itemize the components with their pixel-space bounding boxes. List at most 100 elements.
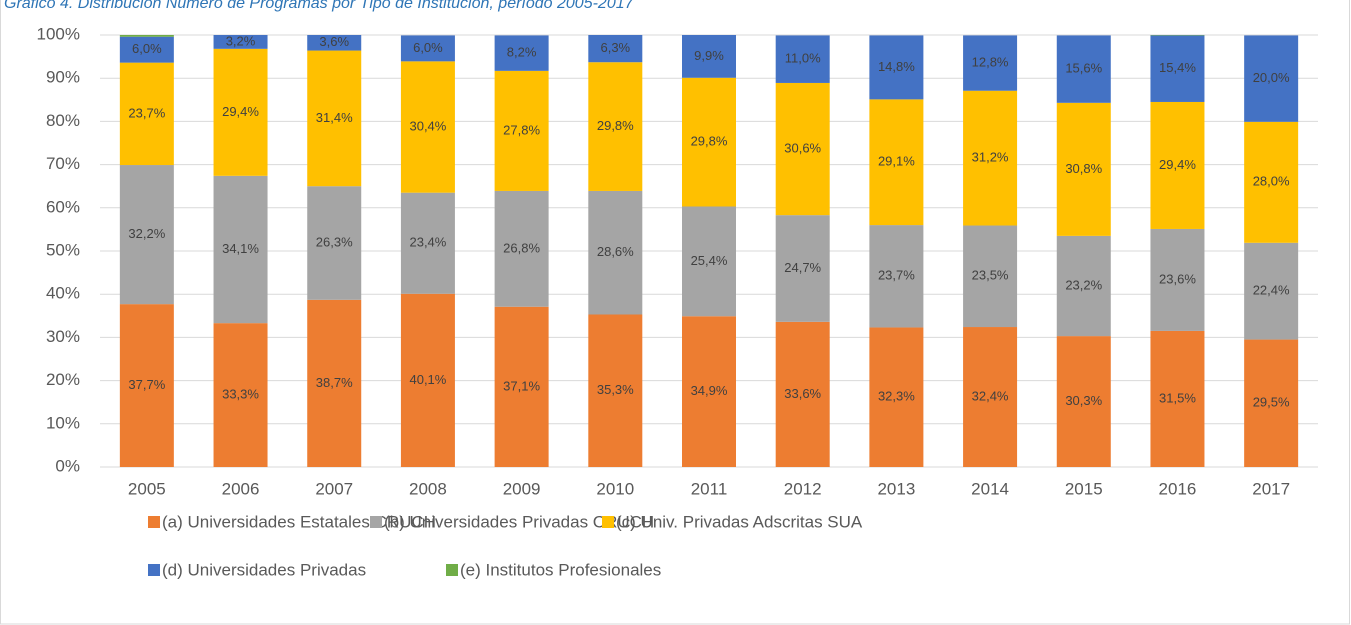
- bar-segment: [119, 35, 174, 37]
- data-label: 31,4%: [316, 110, 353, 125]
- bar-segment: [588, 314, 643, 467]
- data-label: 6,0%: [132, 41, 162, 56]
- y-tick-label: 0%: [55, 456, 80, 475]
- legend-swatch: [602, 516, 614, 528]
- data-label: 28,6%: [597, 244, 634, 259]
- bar-segment: [963, 327, 1018, 467]
- y-tick-label: 100%: [37, 24, 80, 43]
- bar-segment: [400, 61, 455, 193]
- x-tick-label: 2016: [1159, 479, 1197, 498]
- data-label: 30,6%: [784, 140, 821, 155]
- y-tick-label: 20%: [46, 370, 80, 389]
- y-tick-label: 80%: [46, 111, 80, 130]
- bar-segment: [1150, 330, 1205, 467]
- y-tick-label: 70%: [46, 154, 80, 173]
- bar-segment: [213, 323, 268, 467]
- data-label: 37,1%: [503, 378, 540, 393]
- bar-segment: [119, 165, 174, 305]
- data-label: 20,0%: [1253, 70, 1290, 85]
- bar-segment: [1150, 228, 1205, 331]
- bar-segment: [119, 62, 174, 166]
- x-tick-label: 2008: [409, 479, 447, 498]
- bar-segment: [1056, 235, 1111, 337]
- data-label: 29,8%: [597, 118, 634, 133]
- data-label: 27,8%: [503, 122, 540, 137]
- bar-segment: [307, 299, 362, 467]
- bar-segment: [213, 35, 268, 49]
- y-tick-label: 10%: [46, 413, 80, 432]
- data-label: 29,8%: [691, 134, 728, 149]
- bar-segment: [213, 48, 268, 176]
- data-label: 29,1%: [878, 154, 915, 169]
- data-label: 23,6%: [1159, 271, 1196, 286]
- x-tick-label: 2015: [1065, 479, 1103, 498]
- x-tick-label: 2014: [971, 479, 1009, 498]
- chart-title: Gráfico 4. Distribución Número de Progra…: [4, 0, 635, 12]
- data-label: 35,3%: [597, 382, 634, 397]
- data-label: 34,9%: [691, 383, 728, 398]
- data-label: 31,2%: [972, 150, 1009, 165]
- bar-segment: [775, 321, 830, 467]
- x-tick-label: 2017: [1252, 479, 1290, 498]
- data-label: 6,0%: [413, 40, 443, 55]
- legend-swatch: [148, 516, 160, 528]
- data-label: 32,3%: [878, 389, 915, 404]
- bar-segment: [869, 35, 924, 100]
- bar-segment: [1244, 339, 1299, 467]
- data-label: 8,2%: [507, 45, 537, 60]
- y-tick-label: 30%: [46, 327, 80, 346]
- y-tick-label: 50%: [46, 240, 80, 259]
- bar-segment: [1244, 35, 1299, 122]
- bar-segment: [1150, 101, 1205, 229]
- x-tick-label: 2006: [222, 479, 260, 498]
- bar-segment: [588, 62, 643, 191]
- bar-segment: [775, 82, 830, 216]
- bar-segment: [682, 35, 736, 78]
- data-label: 22,4%: [1253, 283, 1290, 298]
- legend-label: (a) Universidades Estatales CRUCH: [162, 512, 436, 531]
- data-label: 32,2%: [128, 226, 165, 241]
- data-label: 23,4%: [409, 235, 446, 250]
- data-label: 30,8%: [1065, 161, 1102, 176]
- bar-segment: [1056, 102, 1111, 236]
- data-label: 23,5%: [972, 268, 1009, 283]
- data-label: 30,3%: [1065, 393, 1102, 408]
- x-tick-label: 2009: [503, 479, 541, 498]
- data-label: 28,0%: [1253, 174, 1290, 189]
- data-label: 23,7%: [878, 268, 915, 283]
- data-label: 32,4%: [972, 388, 1009, 403]
- data-label: 29,4%: [1159, 157, 1196, 172]
- legend-swatch: [446, 564, 458, 576]
- bar-segment: [494, 35, 549, 71]
- data-label: 15,4%: [1159, 60, 1196, 75]
- data-label: 3,6%: [319, 34, 349, 49]
- data-label: 6,3%: [600, 40, 630, 55]
- bar-segment: [963, 35, 1018, 91]
- data-label: 29,4%: [222, 104, 259, 119]
- x-tick-label: 2007: [315, 479, 353, 498]
- bar-segment: [1244, 242, 1299, 340]
- bar-segment: [869, 225, 924, 328]
- x-tick-label: 2005: [128, 479, 166, 498]
- data-label: 33,3%: [222, 387, 259, 402]
- bar-segment: [963, 90, 1018, 226]
- y-tick-label: 40%: [46, 284, 80, 303]
- data-label: 34,1%: [222, 241, 259, 256]
- data-label: 14,8%: [878, 59, 915, 74]
- bar-segment: [400, 293, 455, 467]
- bar-segment: [775, 215, 830, 322]
- x-tick-label: 2012: [784, 479, 822, 498]
- bar-segment: [119, 304, 174, 467]
- bar-segment: [213, 175, 268, 324]
- y-tick-label: 60%: [46, 197, 80, 216]
- bar-segment: [119, 36, 174, 63]
- data-label: 31,5%: [1159, 390, 1196, 405]
- legend-label: (b) Universidades Privadas CRUCH: [384, 512, 654, 531]
- bar-segment: [494, 306, 549, 467]
- data-label: 15,6%: [1065, 61, 1102, 76]
- data-label: 26,3%: [316, 234, 353, 249]
- bar-segment: [1244, 121, 1299, 243]
- bar-segment: [307, 186, 362, 300]
- x-tick-label: 2013: [877, 479, 915, 498]
